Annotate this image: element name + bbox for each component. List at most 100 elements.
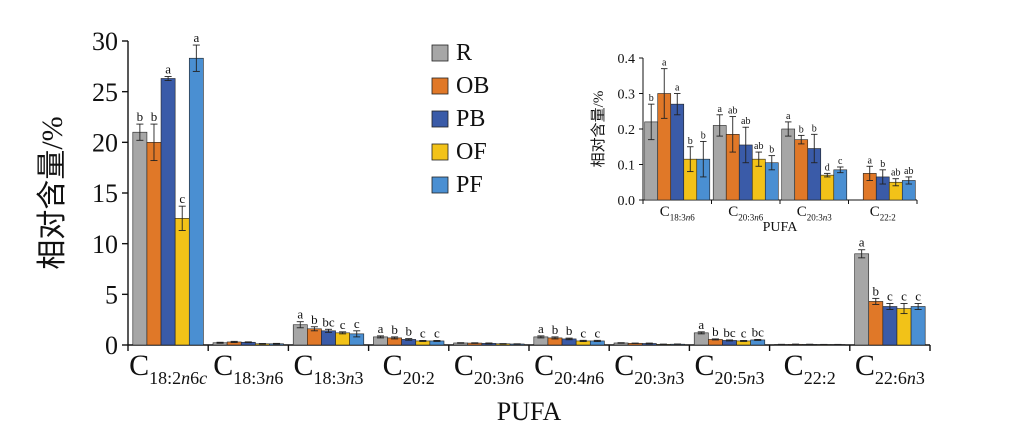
x-axis-title: PUFA — [763, 220, 799, 235]
x-tick-label: C20:3n6 — [728, 204, 764, 223]
significance-label: a — [859, 235, 865, 250]
significance-label: a — [193, 30, 199, 45]
significance-label: c — [354, 316, 360, 331]
significance-label: a — [165, 61, 171, 76]
significance-label: b — [552, 322, 559, 337]
significance-label: c — [741, 325, 747, 340]
significance-label: b — [769, 145, 774, 156]
significance-label: a — [868, 155, 873, 166]
significance-label: b — [701, 130, 706, 141]
significance-label: bc — [723, 325, 736, 340]
y-tick-label: 10 — [92, 230, 118, 259]
y-axis-title: 相对含量/% — [36, 116, 69, 269]
bar-OB — [868, 301, 884, 346]
x-tick-label: C18:3n3 — [293, 349, 363, 388]
y-tick-label: 0.0 — [618, 194, 636, 209]
significance-label: d — [825, 162, 830, 173]
legend-label: PB — [456, 106, 485, 132]
significance-label: b — [812, 123, 817, 134]
x-tick-label: C18:3n6 — [660, 204, 696, 223]
bar-PB — [882, 306, 898, 346]
bar-R — [693, 332, 709, 346]
y-tick-label: 25 — [92, 78, 118, 107]
bar-OB — [146, 142, 162, 346]
legend-swatch-PB — [431, 110, 449, 128]
x-tick-label: C18:2n6c — [129, 349, 207, 388]
bar-R — [854, 253, 870, 346]
y-axis-title: 相对含量/% — [590, 91, 607, 168]
significance-label: b — [405, 324, 412, 339]
x-tick-label: C22:2 — [784, 349, 836, 388]
significance-label: c — [179, 191, 185, 206]
significance-label: bc — [322, 314, 335, 329]
significance-label: b — [799, 124, 804, 135]
bar-OF — [335, 332, 350, 346]
bar-OB — [794, 139, 809, 201]
y-tick-label: 20 — [92, 128, 118, 157]
significance-label: a — [662, 58, 667, 69]
x-tick-label: C22:6n3 — [855, 349, 925, 388]
legend-label: OB — [456, 73, 489, 99]
significance-label: c — [901, 288, 907, 303]
significance-label: b — [873, 283, 880, 298]
significance-label: a — [538, 321, 544, 336]
significance-label: ab — [891, 168, 900, 179]
significance-label: b — [566, 323, 573, 338]
y-tick-label: 0 — [105, 331, 118, 360]
significance-label: b — [649, 93, 654, 104]
significance-label: a — [297, 307, 303, 322]
bar-PF — [910, 306, 926, 346]
y-tick-label: 15 — [92, 179, 118, 208]
y-tick-label: 0.4 — [618, 52, 636, 67]
significance-label: bc — [752, 324, 765, 339]
significance-label: b — [688, 136, 693, 147]
significance-label: a — [786, 111, 791, 122]
significance-label: b — [137, 109, 144, 124]
legend-swatch-OF — [431, 143, 449, 161]
x-tick-label: C20:3n6 — [454, 349, 524, 388]
significance-label: ab — [728, 106, 737, 117]
bar-OF — [820, 174, 835, 201]
legend: R OB PB OF PF — [431, 40, 489, 198]
significance-label: b — [880, 159, 885, 170]
significance-label: ab — [754, 141, 763, 152]
y-tick-label: 0.2 — [618, 123, 636, 138]
bar-R — [712, 125, 727, 201]
bar-PB — [670, 103, 685, 201]
significance-label: b — [151, 109, 158, 124]
significance-label: b — [391, 322, 398, 337]
y-tick-label: 5 — [105, 280, 118, 309]
legend-label: R — [456, 40, 472, 66]
significance-label: c — [915, 288, 921, 303]
significance-label: a — [378, 321, 384, 336]
legend-swatch-OB — [431, 77, 449, 95]
x-tick-label: C20:2 — [383, 349, 435, 388]
significance-label: c — [434, 325, 440, 340]
y-tick-label: 0.3 — [618, 87, 636, 102]
x-axis-title: PUFA — [497, 397, 562, 426]
significance-label: ab — [904, 166, 913, 177]
significance-label: a — [717, 104, 722, 115]
significance-label: b — [712, 324, 719, 339]
bar-PF — [188, 57, 204, 346]
significance-label: c — [340, 317, 346, 332]
legend-label: PF — [456, 172, 483, 198]
bar-R — [132, 131, 148, 346]
bar-OF — [174, 218, 190, 346]
bar-PB — [160, 78, 176, 346]
x-tick-label: C18:3n6 — [213, 349, 283, 388]
x-tick-label: C20:3n3 — [797, 204, 833, 223]
x-tick-label: C20:3n3 — [614, 349, 684, 388]
bar-PB — [321, 330, 336, 346]
significance-label: c — [887, 288, 893, 303]
significance-label: c — [580, 325, 586, 340]
y-tick-label: 0.1 — [618, 158, 636, 173]
significance-label: c — [420, 325, 426, 340]
significance-label: ab — [741, 116, 750, 127]
x-tick-label: C22:2 — [870, 204, 896, 223]
significance-label: a — [675, 83, 680, 94]
